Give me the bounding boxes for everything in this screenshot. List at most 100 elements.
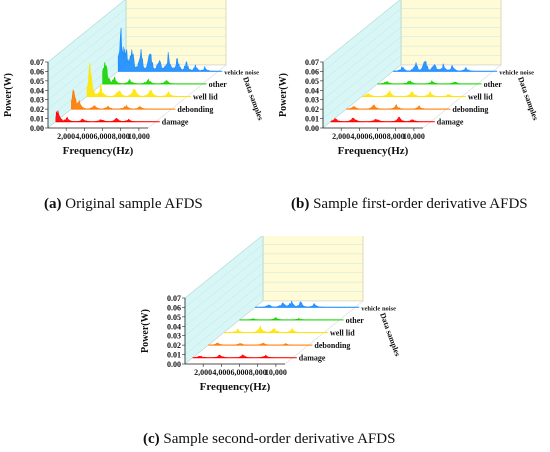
chart-c-svg: vehicle noise other well lid debonding damag… (140, 234, 402, 393)
chart-c-ytick-label-3: 0.04 (167, 322, 181, 331)
chart-b-label-damage: damage (437, 118, 464, 127)
chart-c-gridline-5 (184, 253, 363, 318)
chart-c-ytick-label-6: 0.01 (167, 351, 181, 360)
chart-c-label-well-lid: well lid (330, 329, 355, 338)
chart-c-ytick-label-0: 0.07 (167, 294, 181, 303)
chart-b-gridline-1 (322, 55, 501, 119)
chart-a-xtick-label-0: 2,000 (57, 132, 75, 141)
chart-a-label-well-lid: well lid (193, 93, 218, 102)
chart-a-ytick-label-1: 0.06 (30, 67, 44, 76)
chart-a-gridline-3 (47, 36, 226, 100)
chart-c-label-vehicle-noise: vehicle noise (361, 305, 396, 312)
chart-c-gridline-3 (184, 272, 363, 336)
chart-a-xtick-label-1: 4,000 (75, 132, 93, 141)
chart-a-label-debonding: debonding (177, 105, 213, 114)
chart-b-xtick-label-3: 8,000 (387, 132, 405, 141)
chart-b-label-debonding: debonding (452, 105, 488, 114)
chart-c-ylabel: Power(W) (140, 309, 151, 353)
caption-b-label: (b) (291, 196, 310, 212)
chart-c-gridline-2 (184, 281, 363, 346)
chart-a-ylabel: Power(W) (3, 73, 14, 117)
chart-c-ytick-label-1: 0.06 (167, 303, 181, 312)
chart-b-label-vehicle-noise: vehicle noise (499, 69, 534, 76)
caption-a-label: (a) (44, 196, 62, 212)
chart-a-label-vehicle-noise: vehicle noise (224, 69, 259, 76)
chart-panel-a: vehicle noise other well lid debonding damag… (0, 0, 275, 190)
caption-b-text: Sample first-order derivative AFDS (313, 196, 528, 212)
chart-b-ytick-label-1: 0.06 (305, 67, 319, 76)
chart-c-gridline-4 (184, 263, 363, 327)
chart-a-series-well-lid (86, 62, 188, 97)
chart-c-xtick-label-0: 2,000 (194, 368, 212, 377)
chart-a-xtick-label-4: 10,000 (128, 132, 150, 141)
chart-c-label-other: other (346, 316, 365, 325)
chart-b-xtick-label-2: 6,000 (369, 132, 387, 141)
chart-a-ytick-label-6: 0.01 (30, 115, 44, 124)
caption-c: (c) Sample second-order derivative AFDS (143, 431, 395, 448)
caption-b: (b) Sample first-order derivative AFDS (291, 196, 528, 213)
chart-a-ytick-label-4: 0.03 (30, 96, 44, 105)
chart-a-xtick-label-2: 6,000 (94, 132, 112, 141)
chart-c-xtick-label-2: 6,000 (231, 368, 249, 377)
chart-a-gridline-7 (47, 0, 126, 63)
chart-a-ytick-label-7: 0.00 (30, 124, 44, 133)
chart-b-xlabel: Frequency(Hz) (338, 145, 409, 157)
chart-a-gridline-5 (47, 17, 226, 82)
chart-a-gridline-4 (47, 27, 226, 91)
chart-a-ytick-label-2: 0.05 (30, 77, 44, 86)
chart-a-series-vehicle-noise (117, 27, 219, 72)
chart-b-xtick-label-0: 2,000 (332, 132, 350, 141)
chart-a-xtick-label-3: 8,000 (112, 132, 130, 141)
chart-b-label-other: other (484, 80, 503, 89)
chart-a-gridline-6 (47, 8, 226, 72)
chart-a-ytick-label-0: 0.07 (30, 58, 44, 67)
chart-c-gridline-1 (184, 291, 363, 355)
chart-b-xtick-label-1: 4,000 (350, 132, 368, 141)
chart-b-gridline-3 (322, 36, 501, 100)
chart-b-svg: vehicle noise other well lid debonding damag… (278, 0, 540, 157)
chart-b-gridline-2 (322, 45, 501, 110)
chart-c-gridline-6 (184, 244, 363, 308)
chart-c-zlabel: Data samples (378, 312, 402, 358)
chart-a-ytick-label-3: 0.04 (30, 86, 44, 95)
chart-c-ytick-label-4: 0.03 (167, 332, 181, 341)
chart-c-xtick-label-4: 10,000 (265, 368, 287, 377)
chart-c-label-damage: damage (299, 354, 326, 363)
chart-b-gridline-5 (322, 17, 501, 82)
chart-c-xlabel: Frequency(Hz) (200, 381, 271, 393)
caption-c-label: (c) (143, 431, 160, 447)
chart-c-label-debonding: debonding (314, 341, 350, 350)
caption-a-text: Original sample AFDS (65, 196, 203, 212)
chart-b-ytick-label-7: 0.00 (305, 124, 319, 133)
chart-b-zlabel: Data samples (516, 76, 540, 122)
chart-a-label-damage: damage (162, 118, 189, 127)
chart-b-ytick-label-2: 0.05 (305, 77, 319, 86)
chart-b-ytick-label-0: 0.07 (305, 58, 319, 67)
chart-b-ytick-label-3: 0.04 (305, 86, 319, 95)
caption-c-text: Sample second-order derivative AFDS (163, 431, 396, 447)
chart-c-xtick-label-3: 8,000 (249, 368, 267, 377)
chart-panel-b: vehicle noise other well lid debonding damag… (275, 0, 550, 190)
chart-b-xtick-label-4: 10,000 (403, 132, 425, 141)
chart-a-gridline-2 (47, 45, 226, 110)
chart-c-ytick-label-7: 0.00 (167, 360, 181, 369)
chart-a-zlabel: Data samples (241, 76, 265, 122)
chart-b-label-well-lid: well lid (468, 93, 493, 102)
chart-b-gridline-6 (322, 8, 501, 72)
chart-b-back-wall (400, 0, 502, 66)
chart-c-xtick-label-1: 4,000 (212, 368, 230, 377)
chart-b-ytick-label-4: 0.03 (305, 96, 319, 105)
chart-panel-c: vehicle noise other well lid debonding damag… (137, 234, 412, 426)
chart-c-ytick-label-2: 0.05 (167, 313, 181, 322)
chart-c-back-wall (262, 234, 364, 302)
chart-b-ytick-label-6: 0.01 (305, 115, 319, 124)
chart-b-gridline-4 (322, 27, 501, 91)
chart-a-ytick-label-5: 0.02 (30, 105, 44, 114)
chart-b-ytick-label-5: 0.02 (305, 105, 319, 114)
chart-a-label-other: other (209, 80, 228, 89)
chart-a-xlabel: Frequency(Hz) (63, 145, 134, 157)
chart-b-gridline-7 (322, 0, 401, 63)
chart-b-ylabel: Power(W) (278, 73, 289, 117)
caption-a: (a) Original sample AFDS (44, 196, 203, 213)
chart-a-svg: vehicle noise other well lid debonding damag… (3, 0, 265, 157)
